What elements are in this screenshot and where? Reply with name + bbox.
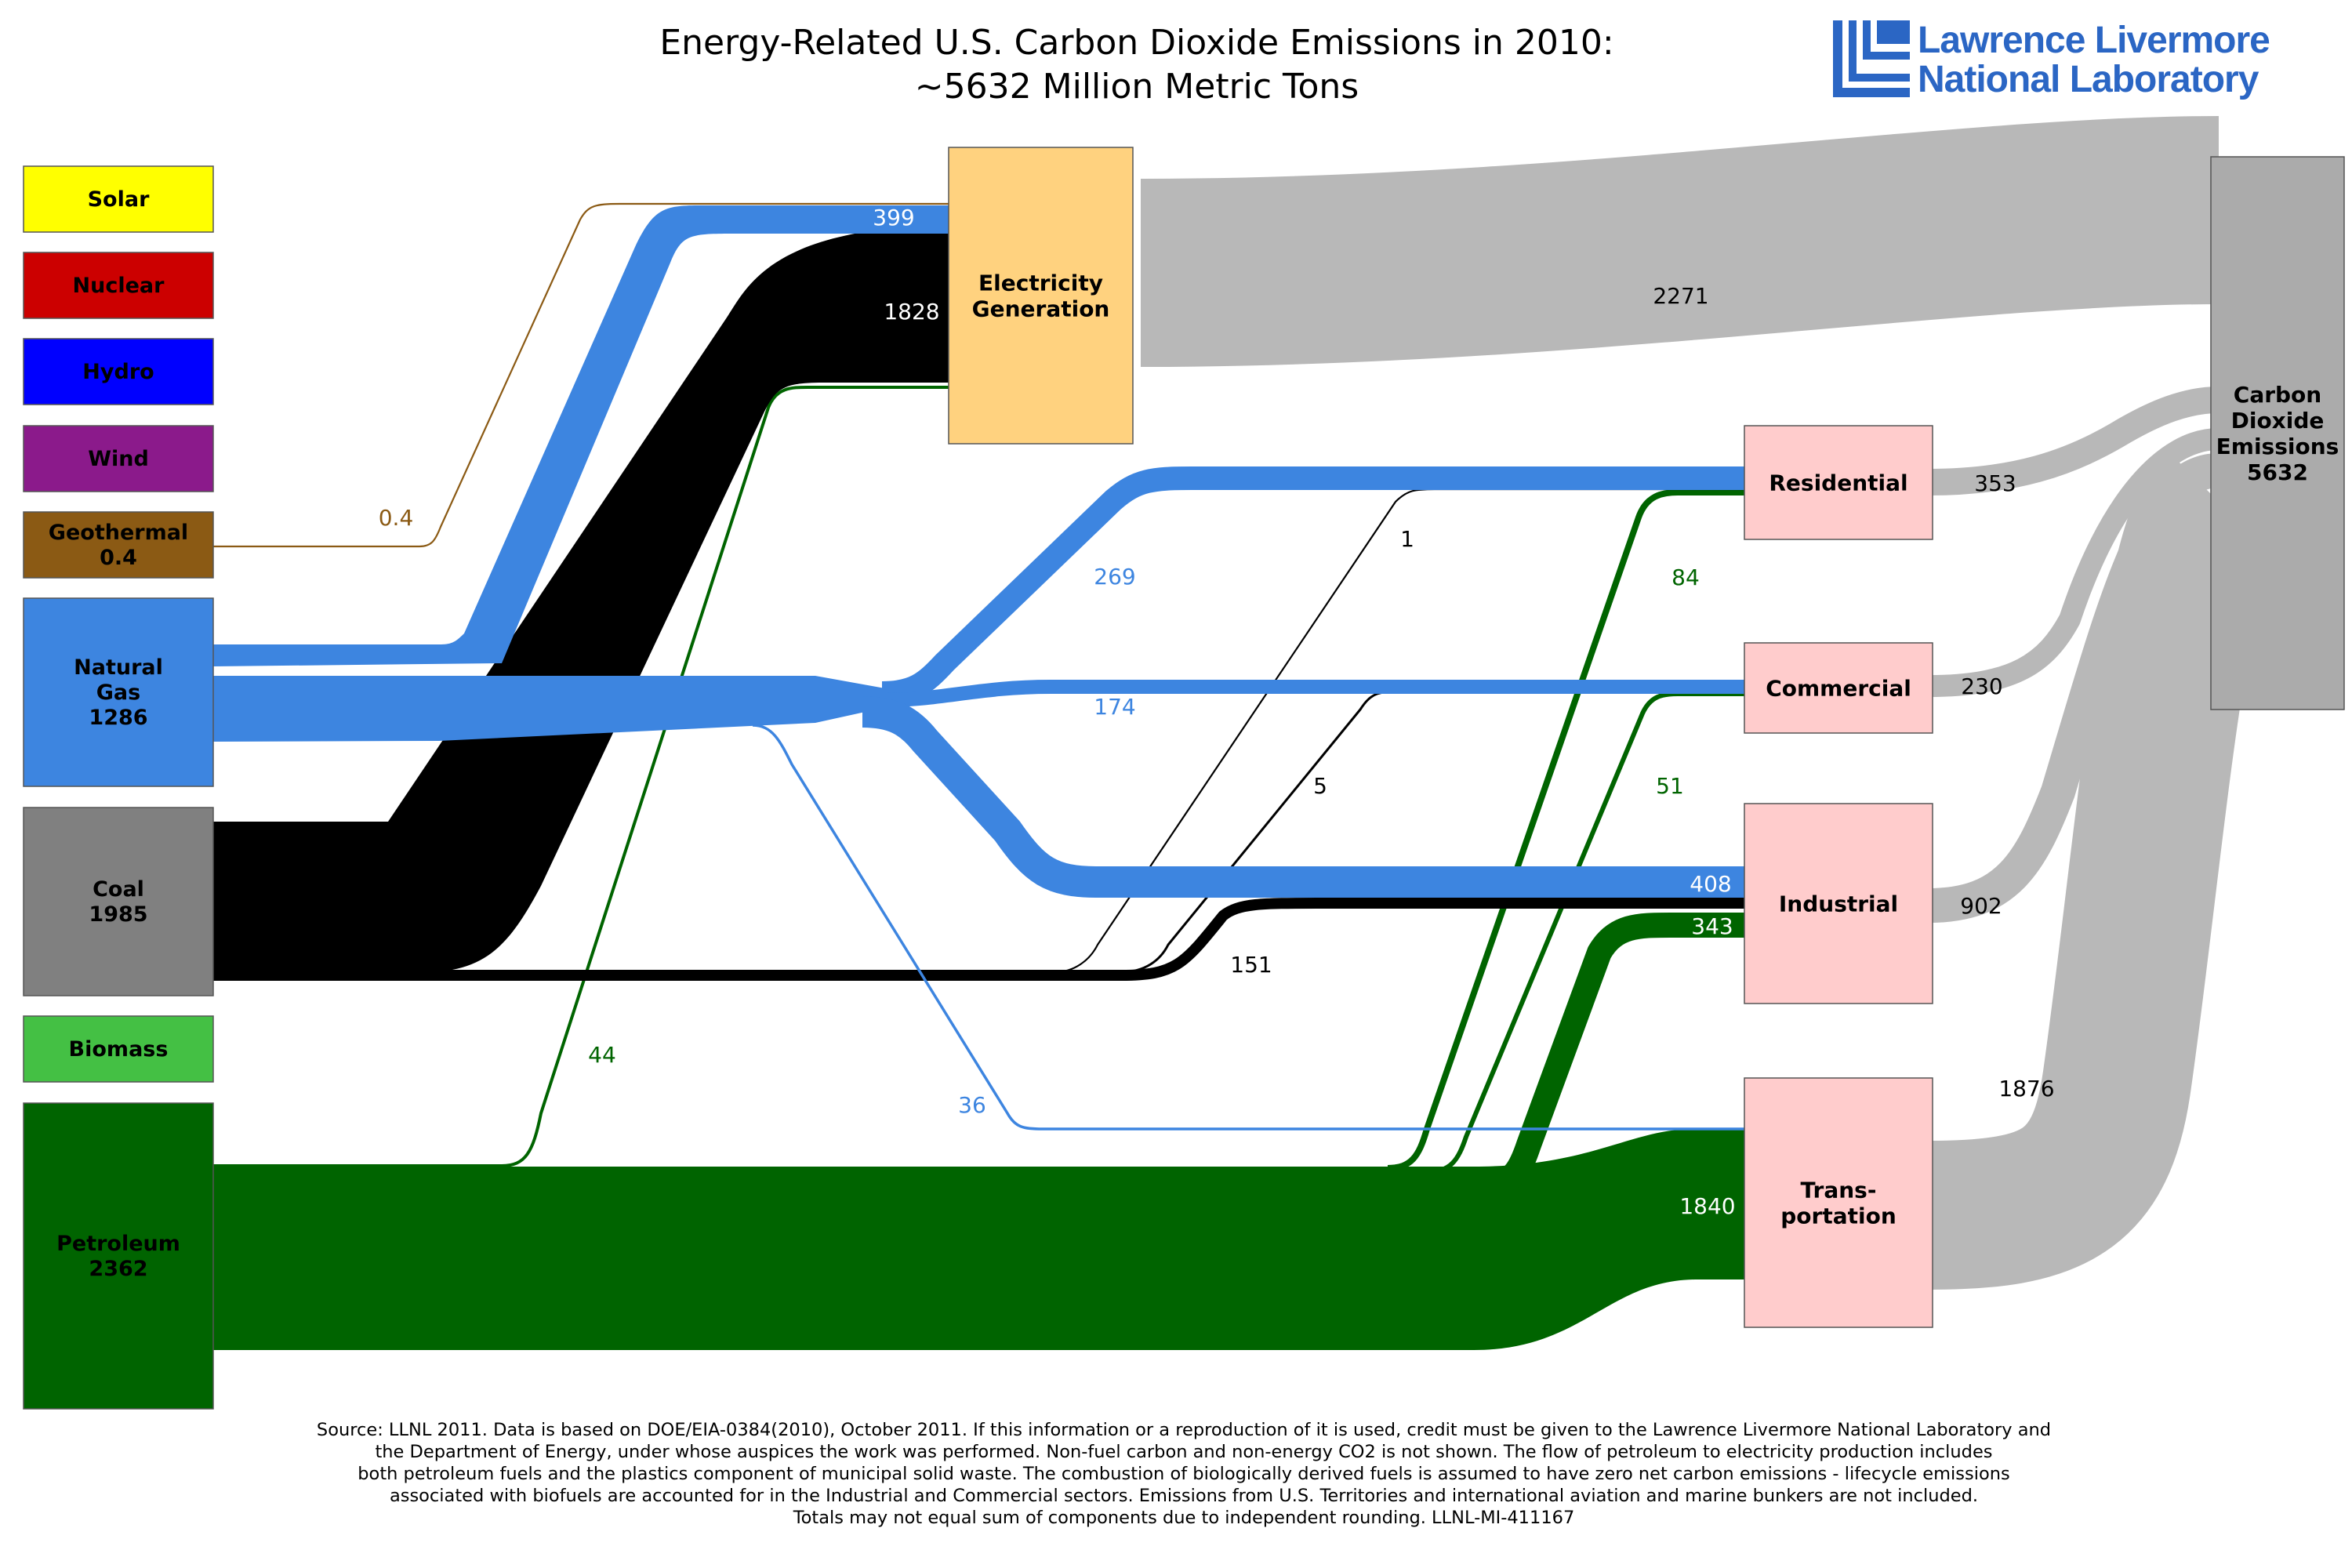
flow-petroleum-to-electricity <box>213 386 949 1167</box>
flow-petroleum-to-transportation <box>213 1129 1744 1350</box>
logo-text-line-2: National Laboratory <box>1918 59 2259 100</box>
node-geothermal <box>23 511 214 579</box>
node-label-solar: Solar <box>88 187 150 212</box>
chart-title-line-2: ~5632 Million Metric Tons <box>914 67 1359 107</box>
flow-geothermal-to-electricity <box>213 202 949 548</box>
source-footnote: Source: LLNL 2011. Data is based on DOE/… <box>141 1419 2227 1529</box>
flow-label-gas-residential: 269 <box>1094 564 1135 590</box>
flow-label-coal-residential: 1 <box>1400 526 1414 552</box>
logo-text-line-1: Lawrence Livermore <box>1918 20 2270 61</box>
footnote-line: both petroleum fuels and the plastics co… <box>358 1464 2010 1484</box>
flow-petroleum-to-industrial <box>1488 913 1744 1196</box>
flow-label-industrial-emissions: 902 <box>1960 893 2002 919</box>
flow-petroleum-to-commercial <box>1426 691 1744 1174</box>
flow-coal-to-electricity <box>213 227 949 972</box>
flow-label-petroleum-commercial: 51 <box>1656 773 1684 799</box>
node-label-transportation: Trans-portation <box>1780 1178 1896 1229</box>
flow-natural-gas-to-transportation <box>752 724 1744 1131</box>
flow-label-coal-industrial: 151 <box>1230 952 1272 978</box>
node-carbon-dioxide-emissions <box>2210 156 2345 710</box>
node-label-residential: Residential <box>1769 470 1907 496</box>
node-coal <box>23 807 214 996</box>
flow-petroleum-to-residential <box>1387 489 1744 1171</box>
llnl-logo: Lawrence Livermore National Laboratory <box>1833 20 2319 103</box>
node-label-coal: Coal 1985 <box>89 877 147 927</box>
node-commercial <box>1744 642 1933 734</box>
flow-natural-gas-bundle <box>213 676 894 742</box>
flow-paths <box>213 116 2278 1350</box>
flow-residential-to-emissions <box>1928 387 2220 495</box>
node-label-commercial: Commercial <box>1766 676 1911 702</box>
flow-label-commercial-emissions: 230 <box>1961 673 2002 699</box>
flow-label-transportation-emissions: 1876 <box>1998 1076 2054 1102</box>
node-industrial <box>1744 803 1933 1004</box>
node-label-electricity-generation: Electricity Generation <box>972 270 1110 322</box>
diagram-nodes: Solar Nuclear Hydro Wind Geothermal 0.4 Natura… <box>23 147 2345 1410</box>
flow-label-residential-emissions: 353 <box>1974 470 2016 496</box>
flow-electricity-to-emissions <box>1140 116 2220 367</box>
node-electricity-generation <box>948 147 1134 445</box>
footnote-line: associated with biofuels are accounted f… <box>389 1486 1979 1506</box>
llnl-logo-mark-icon <box>1833 20 1910 97</box>
flow-transportation-to-emissions <box>1928 449 2278 1290</box>
node-hydro <box>23 338 214 405</box>
flow-label-petroleum-electricity: 44 <box>588 1042 616 1068</box>
flow-label-gas-transportation: 36 <box>958 1092 986 1118</box>
footnote-line: Source: LLNL 2011. Data is based on DOE/… <box>316 1420 2052 1440</box>
chart-title-line-1: Energy-Related U.S. Carbon Dioxide Emiss… <box>659 23 1614 63</box>
node-label-carbon-dioxide-emissions: Carbon Dioxide Emissions 5632 <box>2216 382 2339 485</box>
flow-label-coal-electricity: 1828 <box>884 299 939 325</box>
node-petroleum <box>23 1102 214 1410</box>
flow-label-geothermal-electricity: 0.4 <box>379 505 414 531</box>
node-label-petroleum: Petroleum 2362 <box>56 1232 180 1281</box>
flow-label-petroleum-residential: 84 <box>1671 564 1700 590</box>
flow-label-petroleum-industrial: 343 <box>1691 913 1733 939</box>
flow-label-gas-electricity: 399 <box>873 205 914 230</box>
flow-label-gas-industrial: 408 <box>1690 871 1731 897</box>
node-transportation <box>1744 1077 1933 1328</box>
node-residential <box>1744 425 1933 540</box>
node-label-biomass: Biomass <box>69 1037 169 1062</box>
node-label-hydro: Hydro <box>82 360 154 384</box>
flow-natural-gas-to-commercial <box>885 680 1744 707</box>
node-wind <box>23 425 214 492</box>
node-label-industrial: Industrial <box>1779 891 1898 917</box>
node-label-wind: Wind <box>88 447 149 471</box>
flow-natural-gas-to-electricity <box>213 205 949 666</box>
node-biomass <box>23 1015 214 1083</box>
flow-label-gas-commercial: 174 <box>1094 694 1135 720</box>
node-natural-gas <box>23 597 214 787</box>
footnote-line: Totals may not equal sum of components d… <box>793 1508 1575 1528</box>
flow-commercial-to-emissions <box>1928 428 2220 697</box>
flow-label-petroleum-transportation: 1840 <box>1679 1193 1735 1219</box>
flow-coal-to-industrial <box>213 898 1744 981</box>
flow-value-labels: 0.43991828442271269174408361515184513431… <box>379 205 2055 1219</box>
node-label-natural-gas: Natural Gas 1286 <box>74 655 163 730</box>
flow-natural-gas-to-residential <box>881 466 1744 705</box>
node-label-nuclear: Nuclear <box>73 274 165 298</box>
node-nuclear <box>23 252 214 319</box>
flow-label-coal-commercial: 5 <box>1313 773 1327 799</box>
footnote-line: the Department of Energy, under whose au… <box>375 1442 1993 1462</box>
node-label-geothermal: Geothermal 0.4 <box>49 521 188 570</box>
node-solar <box>23 165 214 233</box>
flow-natural-gas-to-industrial <box>862 696 1744 898</box>
flow-label-electricity-emissions: 2271 <box>1653 283 1708 309</box>
